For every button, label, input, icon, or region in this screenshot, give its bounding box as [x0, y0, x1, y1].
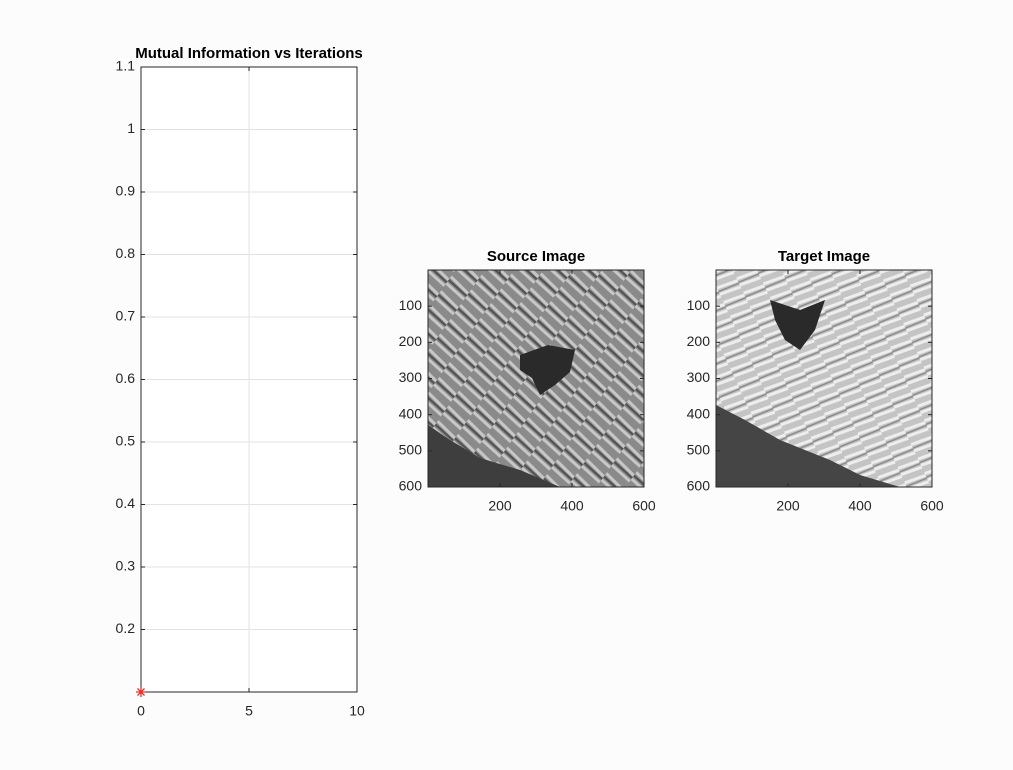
- y-tick-label: 0.2: [116, 620, 136, 636]
- data-point: [136, 687, 146, 697]
- figure: 0 5 10 0.2 0.3 0.4 0.5 0.6 0.7 0.8 0.9 1 1.1Mutual I…: [0, 0, 1013, 770]
- x-tick-label: 200: [488, 498, 512, 514]
- y-tick-label: 1.1: [116, 58, 136, 74]
- x-tick-label: 400: [848, 498, 872, 514]
- x-tick-label: 600: [632, 498, 656, 514]
- y-tick-label: 0.4: [116, 495, 136, 511]
- y-tick-label: 0.8: [116, 245, 136, 261]
- page: 0 5 10 0.2 0.3 0.4 0.5 0.6 0.7 0.8 0.9 1 1.1Mutual I…: [0, 0, 1013, 770]
- chart-title: Target Image: [778, 248, 870, 265]
- y-tick-label: 0.3: [116, 558, 136, 574]
- x-tick-label: 0: [137, 703, 145, 719]
- y-tick-label: 400: [687, 405, 711, 421]
- source-image-pixels: [428, 270, 644, 487]
- y-tick-label: 0.9: [116, 183, 136, 199]
- y-tick-label: 100: [399, 297, 423, 313]
- y-tick-label: 500: [399, 442, 423, 458]
- y-tick-label: 300: [687, 369, 711, 385]
- y-tick-label: 300: [399, 369, 423, 385]
- y-tick-label: 500: [687, 442, 711, 458]
- x-tick-label: 200: [776, 498, 800, 514]
- y-tick-label: 100: [687, 297, 711, 313]
- y-tick-label: 0.7: [116, 308, 136, 324]
- chart-title: Mutual Information vs Iterations: [135, 45, 363, 62]
- y-tick-label: 200: [687, 333, 711, 349]
- x-tick-label: 600: [920, 498, 944, 514]
- y-tick-label: 200: [399, 333, 423, 349]
- chart-title: Source Image: [487, 248, 585, 265]
- y-tick-label: 1: [127, 120, 135, 136]
- y-tick-label: 0.5: [116, 433, 136, 449]
- y-tick-label: 600: [399, 478, 423, 494]
- x-tick-label: 400: [560, 498, 584, 514]
- y-tick-label: 0.6: [116, 370, 136, 386]
- x-tick-label: 10: [349, 703, 365, 719]
- y-tick-label: 400: [399, 405, 423, 421]
- target-image-pixels: [716, 270, 932, 487]
- x-tick-label: 5: [245, 703, 253, 719]
- y-tick-label: 600: [687, 478, 711, 494]
